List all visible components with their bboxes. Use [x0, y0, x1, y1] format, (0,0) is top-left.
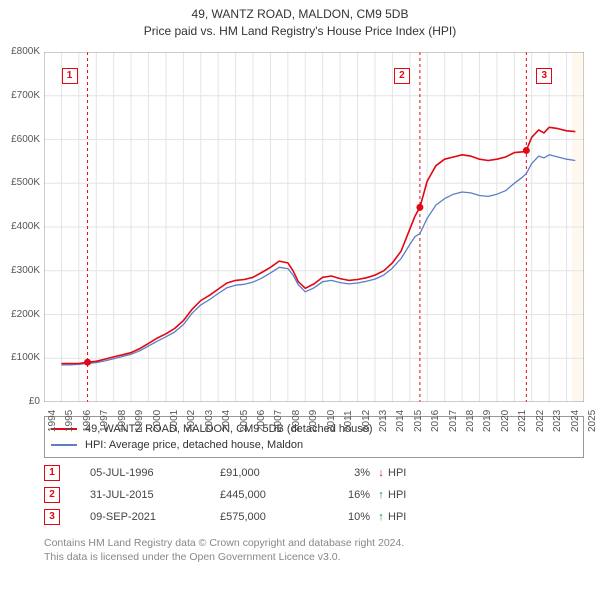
x-tick-label: 2022 — [535, 410, 546, 432]
footer-line-1: Contains HM Land Registry data © Crown c… — [44, 536, 404, 550]
sale-hpi-1: HPI — [388, 467, 428, 479]
x-tick-label: 2007 — [273, 410, 284, 432]
sale-pct-1: 3% — [320, 467, 374, 479]
x-tick-label: 2023 — [552, 410, 563, 432]
table-row: 2 31-JUL-2015 £445,000 16% ↑ HPI — [44, 484, 428, 506]
x-tick-label: 2004 — [221, 410, 232, 432]
y-tick-label: £100K — [2, 352, 40, 363]
x-tick-label: 1998 — [117, 410, 128, 432]
y-tick-label: £200K — [2, 309, 40, 320]
x-tick-label: 2018 — [465, 410, 476, 432]
sale-pct-2: 16% — [320, 489, 374, 501]
sale-badge-3: 3 — [44, 509, 60, 525]
y-tick-label: £800K — [2, 46, 40, 57]
footer: Contains HM Land Registry data © Crown c… — [44, 536, 404, 564]
chart-svg — [44, 52, 584, 402]
y-tick-label: £600K — [2, 134, 40, 145]
table-row: 1 05-JUL-1996 £91,000 3% ↓ HPI — [44, 462, 428, 484]
arrow-up-icon: ↑ — [374, 511, 388, 523]
table-row: 3 09-SEP-2021 £575,000 10% ↑ HPI — [44, 506, 428, 528]
y-tick-label: £0 — [2, 396, 40, 407]
x-tick-label: 2015 — [413, 410, 424, 432]
x-tick-label: 2012 — [361, 410, 372, 432]
y-tick-label: £500K — [2, 177, 40, 188]
legend-swatch-hpi — [51, 444, 77, 446]
x-tick-label: 2013 — [378, 410, 389, 432]
sale-price-1: £91,000 — [220, 467, 320, 479]
chart-container: { "title": "49, WANTZ ROAD, MALDON, CM9 … — [0, 0, 600, 590]
sale-date-1: 05-JUL-1996 — [90, 467, 220, 479]
footer-line-2: This data is licensed under the Open Gov… — [44, 550, 404, 564]
x-tick-label: 2014 — [395, 410, 406, 432]
title: 49, WANTZ ROAD, MALDON, CM9 5DB — [0, 6, 600, 23]
sale-hpi-3: HPI — [388, 511, 428, 523]
sales-table: 1 05-JUL-1996 £91,000 3% ↓ HPI 2 31-JUL-… — [44, 462, 428, 528]
x-tick-label: 2020 — [500, 410, 511, 432]
y-tick-label: £700K — [2, 90, 40, 101]
x-tick-label: 2025 — [587, 410, 598, 432]
sale-badge-2: 2 — [44, 487, 60, 503]
x-tick-label: 2024 — [570, 410, 581, 432]
sale-pct-3: 10% — [320, 511, 374, 523]
x-tick-label: 2019 — [482, 410, 493, 432]
arrow-down-icon: ↓ — [374, 467, 388, 479]
x-tick-label: 2006 — [256, 410, 267, 432]
chart-sale-badge: 3 — [536, 68, 552, 84]
x-tick-label: 2008 — [291, 410, 302, 432]
y-tick-label: £300K — [2, 265, 40, 276]
legend-row-hpi: HPI: Average price, detached house, Mald… — [51, 437, 577, 453]
x-tick-label: 2003 — [204, 410, 215, 432]
legend-label-hpi: HPI: Average price, detached house, Mald… — [85, 439, 303, 451]
x-tick-label: 2016 — [430, 410, 441, 432]
sale-hpi-2: HPI — [388, 489, 428, 501]
x-tick-label: 2010 — [326, 410, 337, 432]
x-tick-label: 1994 — [47, 410, 58, 432]
sale-badge-1: 1 — [44, 465, 60, 481]
x-tick-label: 2000 — [152, 410, 163, 432]
subtitle: Price paid vs. HM Land Registry's House … — [0, 23, 600, 40]
chart-sale-badge: 1 — [62, 68, 78, 84]
arrow-up-icon: ↑ — [374, 489, 388, 501]
title-block: 49, WANTZ ROAD, MALDON, CM9 5DB Price pa… — [0, 0, 600, 40]
sale-date-2: 31-JUL-2015 — [90, 489, 220, 501]
x-tick-label: 2009 — [308, 410, 319, 432]
y-tick-label: £400K — [2, 221, 40, 232]
sale-price-2: £445,000 — [220, 489, 320, 501]
chart-sale-badge: 2 — [394, 68, 410, 84]
x-tick-label: 1997 — [99, 410, 110, 432]
x-tick-label: 2017 — [448, 410, 459, 432]
sale-price-3: £575,000 — [220, 511, 320, 523]
x-tick-label: 2011 — [343, 410, 354, 432]
line-chart — [44, 52, 584, 402]
x-tick-label: 2021 — [517, 410, 528, 432]
x-tick-label: 1995 — [64, 410, 75, 432]
x-tick-label: 1999 — [134, 410, 145, 432]
x-tick-label: 2005 — [239, 410, 250, 432]
x-tick-label: 2001 — [169, 410, 180, 432]
x-tick-label: 2002 — [186, 410, 197, 432]
sale-date-3: 09-SEP-2021 — [90, 511, 220, 523]
x-tick-label: 1996 — [82, 410, 93, 432]
